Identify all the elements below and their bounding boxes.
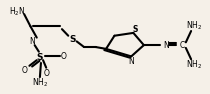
Text: H$_2$N: H$_2$N [9,5,25,17]
Text: NH$_2$: NH$_2$ [186,59,202,71]
Text: S: S [69,35,76,44]
Text: C: C [180,41,185,50]
Text: N: N [128,57,134,66]
Text: S: S [133,25,138,34]
Text: NH$_2$: NH$_2$ [32,77,48,89]
Text: S: S [37,53,43,62]
Text: NH$_2$: NH$_2$ [186,19,202,32]
Text: N: N [30,37,35,46]
Text: O: O [21,66,27,75]
Text: O: O [43,69,49,78]
Text: N: N [163,41,169,50]
Text: O: O [61,52,67,61]
